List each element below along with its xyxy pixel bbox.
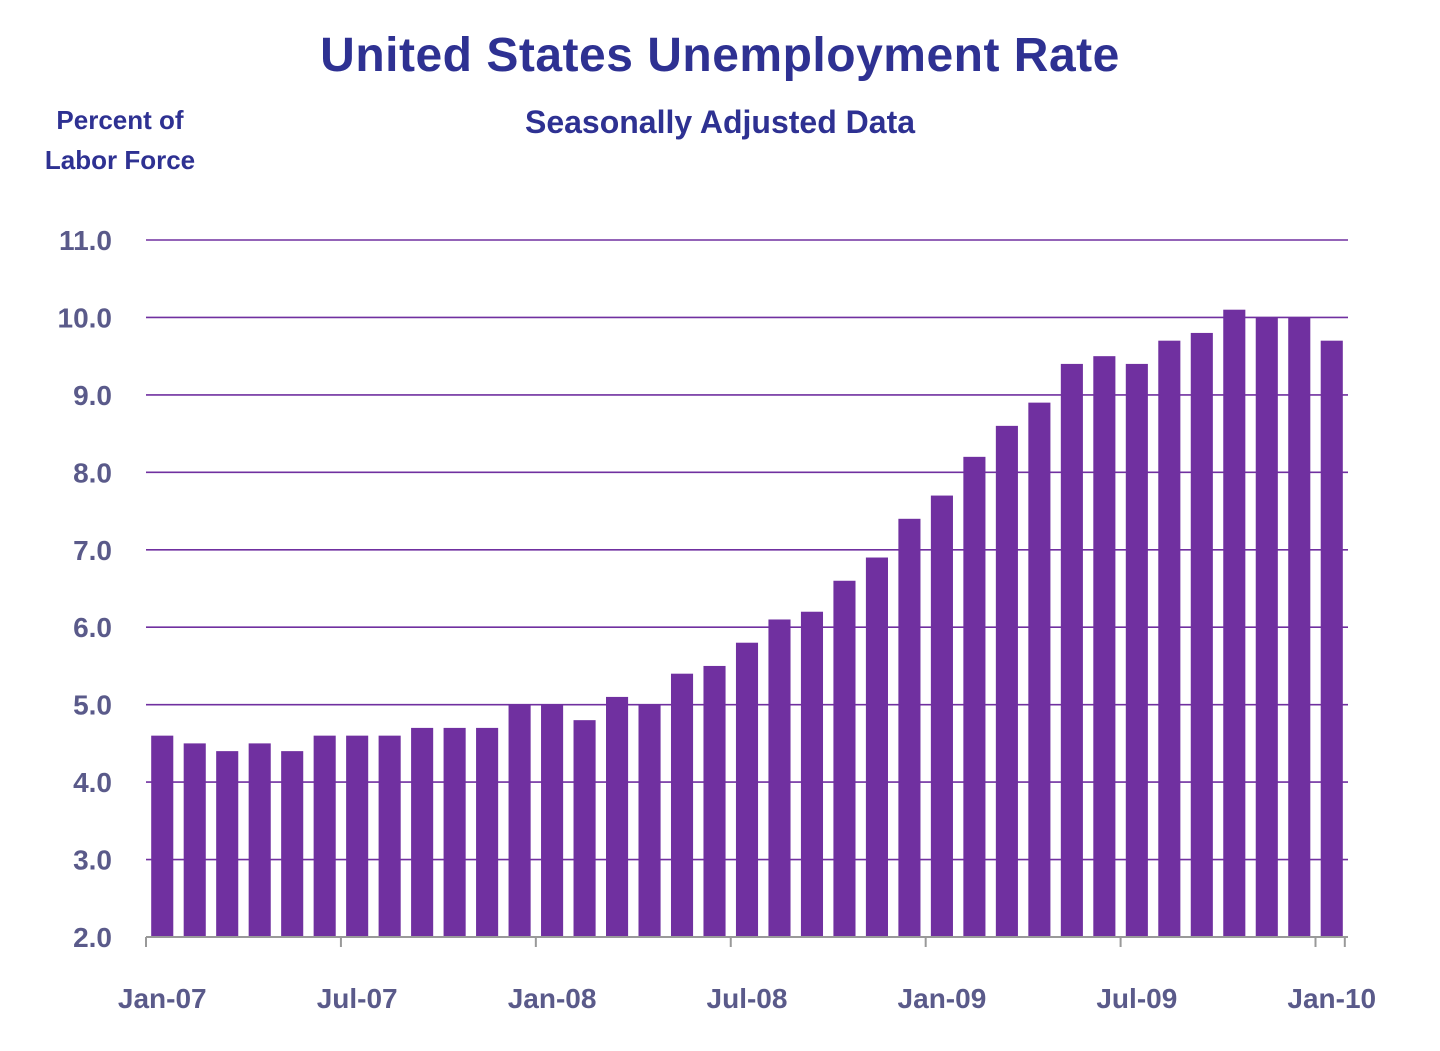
bar — [930, 495, 953, 937]
bar — [1093, 356, 1116, 938]
bar — [735, 642, 759, 937]
x-tick-label: Jul-09 — [1096, 983, 1177, 1014]
bar — [833, 580, 856, 937]
bar — [1288, 317, 1311, 937]
x-tick-label: Jan-10 — [1287, 983, 1376, 1014]
y-axis-label-line-1: Percent of — [56, 105, 184, 135]
bar — [800, 611, 824, 937]
bar — [1190, 332, 1213, 937]
y-tick-label: 5.0 — [73, 690, 112, 721]
bar — [768, 619, 791, 937]
bar — [898, 518, 921, 937]
bar — [1255, 317, 1278, 937]
bar — [346, 735, 369, 937]
x-tick-labels: Jan-07 Jul-07 Jan-08 Jul-08 Jan-09 Jul-09 Jan-… — [118, 983, 1376, 1014]
bar — [1320, 340, 1343, 938]
bar — [248, 743, 271, 937]
y-axis-label: Percent of Labor Force — [30, 100, 210, 180]
chart-title: United States Unemployment Rate — [320, 29, 1120, 82]
chart-subtitle: Seasonally Adjusted Data — [524, 104, 916, 140]
bar — [216, 751, 239, 937]
bar — [1125, 363, 1148, 937]
y-axis-label-line-2: Labor Force — [44, 145, 196, 175]
y-tick-label: 11.0 — [59, 225, 112, 256]
bar — [995, 425, 1018, 937]
bar — [606, 696, 629, 937]
x-tick-label: Jan-08 — [508, 983, 597, 1014]
bar — [508, 704, 531, 937]
bar — [1158, 340, 1181, 938]
y-tick-label: 10.0 — [58, 302, 113, 333]
y-tick-labels: 2.0 3.0 4.0 5.0 6.0 7.0 8.0 9.0 10.0 11.0 — [58, 225, 113, 953]
y-tick-label: 3.0 — [73, 845, 112, 876]
bar — [1028, 402, 1051, 938]
x-tick-label: Jul-07 — [317, 983, 398, 1014]
bar — [541, 704, 564, 937]
bar — [313, 735, 336, 937]
y-tick-label: 8.0 — [73, 457, 112, 488]
bar — [378, 735, 401, 937]
x-tick-label: Jan-09 — [898, 983, 987, 1014]
y-tick-label: 9.0 — [73, 380, 112, 411]
y-tick-label: 2.0 — [73, 922, 112, 953]
bar — [1223, 309, 1246, 937]
bar — [411, 727, 434, 937]
bar — [281, 751, 304, 937]
bar — [1060, 363, 1083, 937]
bar — [476, 727, 499, 937]
bar — [151, 735, 174, 937]
bar — [443, 727, 466, 937]
bar — [573, 720, 596, 937]
bar — [963, 456, 986, 937]
x-tick-label: Jul-08 — [707, 983, 788, 1014]
bar — [638, 704, 661, 937]
y-tick-label: 4.0 — [73, 767, 112, 798]
y-tick-label: 7.0 — [73, 535, 112, 566]
bar — [670, 673, 694, 937]
bar — [703, 665, 726, 937]
bar — [865, 557, 888, 937]
x-axis — [145, 936, 1348, 947]
y-tick-label: 6.0 — [73, 612, 112, 643]
bars — [151, 309, 1343, 938]
x-tick-label: Jan-07 — [118, 983, 207, 1014]
bar — [183, 743, 206, 937]
